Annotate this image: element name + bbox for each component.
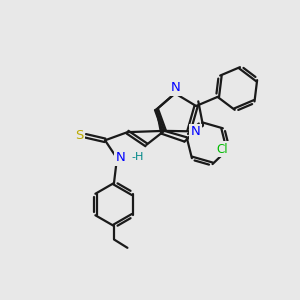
Text: N: N xyxy=(171,82,181,94)
Text: N: N xyxy=(116,151,125,164)
Text: Cl: Cl xyxy=(217,142,229,156)
Text: N: N xyxy=(190,125,200,138)
Text: S: S xyxy=(75,129,83,142)
Text: -H: -H xyxy=(132,152,144,162)
